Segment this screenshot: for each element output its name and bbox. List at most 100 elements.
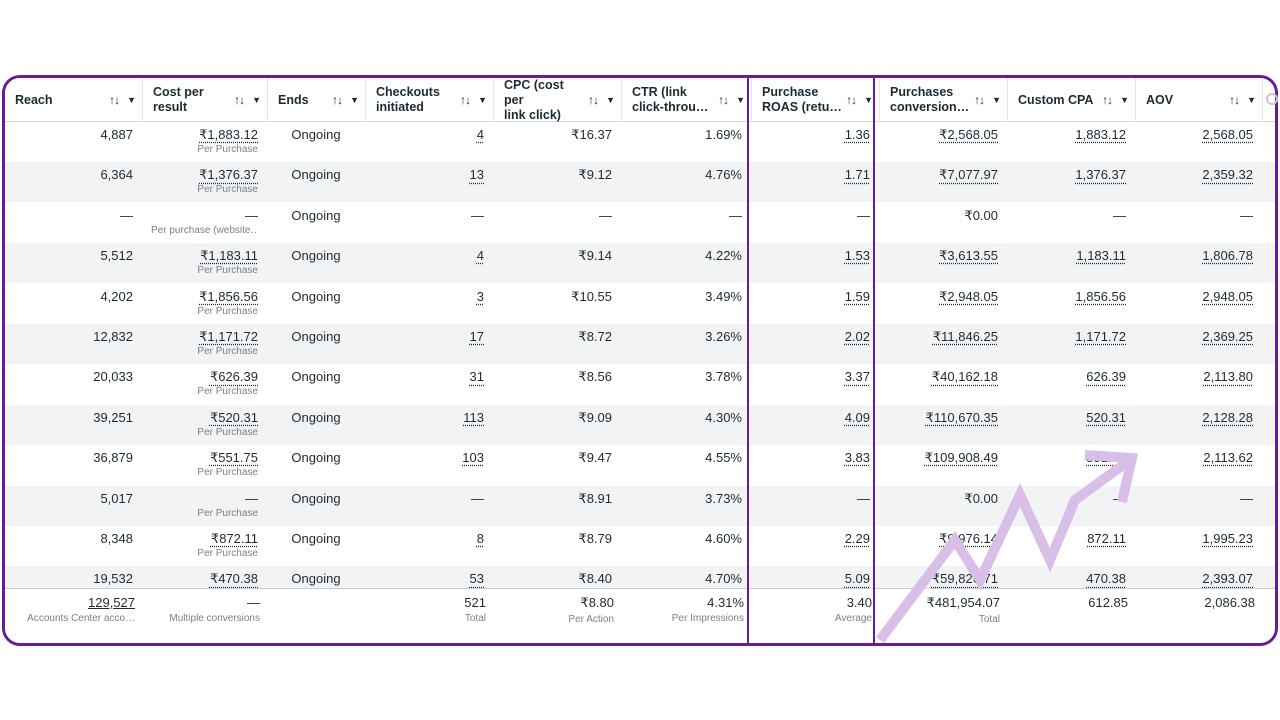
cell-cost[interactable]: — Per Purchase: [143, 486, 268, 526]
cell-roas[interactable]: —: [752, 486, 880, 526]
cell-cpa[interactable]: —: [1008, 203, 1136, 243]
sort-icon[interactable]: ↑↓: [718, 92, 729, 107]
cell-roas[interactable]: 3.37: [752, 364, 880, 404]
cell-cpa[interactable]: 1,883.12: [1008, 122, 1136, 162]
chevron-down-icon[interactable]: ▼: [350, 94, 359, 105]
sort-icon[interactable]: ↑↓: [1102, 92, 1113, 107]
cell-aov[interactable]: 2,359.32: [1136, 162, 1263, 202]
cell-aov[interactable]: 1,995.23: [1136, 526, 1263, 566]
header-purchase-roas[interactable]: Purchase ROAS (retu… ↑↓ ▼: [752, 78, 880, 122]
cell-checkouts[interactable]: 8: [366, 526, 494, 566]
cell-aov[interactable]: —: [1136, 203, 1263, 243]
chevron-down-icon[interactable]: ▼: [252, 94, 261, 105]
cell-purchases-value[interactable]: ₹0.00: [880, 203, 1008, 243]
cell-value: ₹9.14: [578, 248, 612, 264]
header-checkouts-initiated[interactable]: Checkouts initiated ↑↓ ▼: [366, 78, 494, 122]
cell-checkouts[interactable]: 103: [366, 445, 494, 485]
cell-cost[interactable]: ₹1,183.11 Per Purchase: [143, 243, 268, 283]
cell-aov[interactable]: 1,806.78: [1136, 243, 1263, 283]
header-purchases-conversion-value[interactable]: Purchases conversion… ↑↓ ▼: [880, 78, 1008, 122]
chevron-down-icon[interactable]: ▼: [478, 94, 487, 105]
cell-purchases-value[interactable]: ₹2,568.05: [880, 122, 1008, 162]
cell-purchases-value[interactable]: ₹109,908.49: [880, 445, 1008, 485]
cell-purchases-value[interactable]: ₹0.00: [880, 486, 1008, 526]
cell-checkouts[interactable]: —: [366, 486, 494, 526]
sort-icon[interactable]: ↑↓: [846, 92, 857, 107]
header-cpc[interactable]: CPC (cost per link click) ↑↓ ▼: [494, 78, 622, 122]
chevron-down-icon[interactable]: ▼: [1247, 94, 1256, 105]
cell-aov[interactable]: 2,393.07: [1136, 566, 1263, 606]
sort-icon[interactable]: ↑↓: [974, 92, 985, 107]
sort-icon[interactable]: ↑↓: [109, 92, 120, 107]
cell-purchases-value[interactable]: ₹40,162.18: [880, 364, 1008, 404]
cell-aov[interactable]: 2,128.28: [1136, 405, 1263, 445]
cell-aov[interactable]: —: [1136, 486, 1263, 526]
cell-checkouts[interactable]: 31: [366, 364, 494, 404]
cell-roas[interactable]: 2.02: [752, 324, 880, 364]
header-ends[interactable]: Ends ↑↓ ▼: [268, 78, 366, 122]
cell-checkouts[interactable]: 113: [366, 405, 494, 445]
cell-checkouts[interactable]: 4: [366, 122, 494, 162]
cell-roas[interactable]: 1.36: [752, 122, 880, 162]
cell-cost[interactable]: ₹520.31 Per Purchase: [143, 405, 268, 445]
cell-checkouts[interactable]: 13: [366, 162, 494, 202]
sort-icon[interactable]: ↑↓: [1229, 92, 1240, 107]
cell-cpa[interactable]: 872.11: [1008, 526, 1136, 566]
cell-purchases-value[interactable]: ₹11,846.25: [880, 324, 1008, 364]
cell-cpa[interactable]: 1,376.37: [1008, 162, 1136, 202]
chevron-down-icon[interactable]: ▼: [736, 94, 745, 105]
cell-checkouts[interactable]: —: [366, 203, 494, 243]
total-reach[interactable]: 129,527 Accounts Center acco…: [5, 595, 143, 643]
cell-aov[interactable]: 2,113.80: [1136, 364, 1263, 404]
cell-aov[interactable]: 2,369.25: [1136, 324, 1263, 364]
cell-cost[interactable]: ₹551.75 Per Purchase: [143, 445, 268, 485]
cell-cost[interactable]: ₹626.39 Per Purchase: [143, 364, 268, 404]
cell-roas[interactable]: 2.29: [752, 526, 880, 566]
cell-roas[interactable]: 1.53: [752, 243, 880, 283]
sort-icon[interactable]: ↑↓: [332, 92, 343, 107]
header-cost-per-result[interactable]: Cost per result ↑↓ ▼: [143, 78, 268, 122]
cell-cost[interactable]: — Per purchase (website…: [143, 203, 268, 243]
cell-cost[interactable]: ₹1,171.72 Per Purchase: [143, 324, 268, 364]
cell-cpa[interactable]: 1,171.72: [1008, 324, 1136, 364]
cell-cpa[interactable]: 1,183.11: [1008, 243, 1136, 283]
cell-purchases-value[interactable]: ₹7,077.97: [880, 162, 1008, 202]
sort-icon[interactable]: ↑↓: [234, 92, 245, 107]
cell-purchases-value[interactable]: ₹2,948.05: [880, 284, 1008, 324]
cell-cost[interactable]: ₹1,883.12 Per Purchase: [143, 122, 268, 162]
cell-aov[interactable]: 2,113.62: [1136, 445, 1263, 485]
cell-aov[interactable]: 2,948.05: [1136, 284, 1263, 324]
chevron-down-icon[interactable]: ▼: [127, 94, 136, 105]
cell-purchases-value[interactable]: ₹3,613.55: [880, 243, 1008, 283]
cell-checkouts[interactable]: 3: [366, 284, 494, 324]
header-aov[interactable]: AOV ↑↓ ▼: [1136, 78, 1263, 122]
cell-roas[interactable]: 3.83: [752, 445, 880, 485]
cell-checkouts[interactable]: 17: [366, 324, 494, 364]
cell-cost[interactable]: ₹1,376.37 Per Purchase: [143, 162, 268, 202]
cell-roas[interactable]: 1.71: [752, 162, 880, 202]
cell-roas[interactable]: 5.09: [752, 566, 880, 606]
cell-cost[interactable]: ₹872.11 Per Purchase: [143, 526, 268, 566]
cell-roas[interactable]: 1.59: [752, 284, 880, 324]
chevron-down-icon[interactable]: ▼: [992, 94, 1001, 105]
cell-cost[interactable]: ₹1,856.56 Per Purchase: [143, 284, 268, 324]
cell-roas[interactable]: —: [752, 203, 880, 243]
settings-icon[interactable]: [1266, 93, 1278, 105]
sort-icon[interactable]: ↑↓: [588, 92, 599, 107]
cell-checkouts[interactable]: 4: [366, 243, 494, 283]
header-reach[interactable]: Reach ↑↓ ▼: [5, 78, 143, 122]
cell-aov[interactable]: 2,568.05: [1136, 122, 1263, 162]
cell-cpa[interactable]: 470.38: [1008, 566, 1136, 606]
cell-cpa[interactable]: 626.39: [1008, 364, 1136, 404]
cell-roas[interactable]: 4.09: [752, 405, 880, 445]
cell-cpa[interactable]: 520.31: [1008, 405, 1136, 445]
header-ctr[interactable]: CTR (link click-throu… ↑↓ ▼: [622, 78, 752, 122]
chevron-down-icon[interactable]: ▼: [864, 94, 873, 105]
cell-cpa[interactable]: 1,856.56: [1008, 284, 1136, 324]
cell-checkouts[interactable]: 53: [366, 566, 494, 606]
header-custom-cpa[interactable]: Custom CPA ↑↓ ▼: [1008, 78, 1136, 122]
chevron-down-icon[interactable]: ▼: [606, 94, 615, 105]
chevron-down-icon[interactable]: ▼: [1120, 94, 1129, 105]
cell-purchases-value[interactable]: ₹110,670.35: [880, 405, 1008, 445]
sort-icon[interactable]: ↑↓: [460, 92, 471, 107]
